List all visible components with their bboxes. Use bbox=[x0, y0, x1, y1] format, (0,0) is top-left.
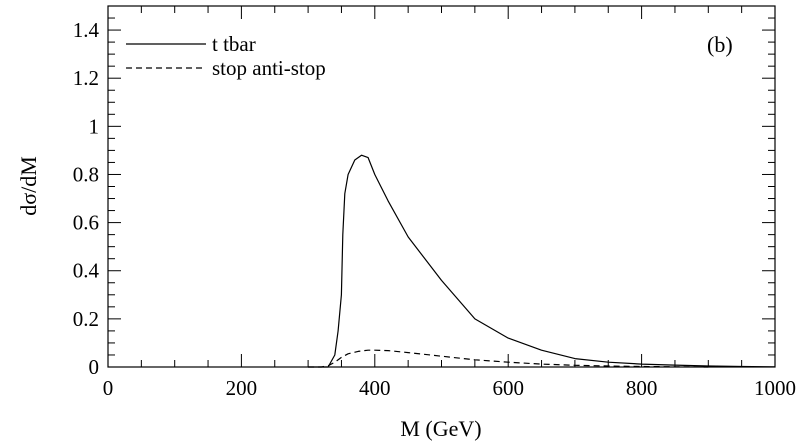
legend-label-stop-anti-stop: stop anti-stop bbox=[212, 56, 326, 80]
y-tick-label: 0.8 bbox=[73, 162, 99, 186]
axis-ticks bbox=[107, 5, 776, 368]
x-tick-label: 200 bbox=[226, 376, 258, 400]
legend-label-t-tbar: t tbar bbox=[212, 32, 256, 56]
series-line-t-tbar bbox=[308, 154, 776, 368]
y-tick-label: 0.2 bbox=[73, 307, 99, 331]
x-tick-label: 600 bbox=[492, 376, 524, 400]
plot-frame bbox=[107, 5, 776, 368]
tick-labels: 0 200 400 600 800 1000 0 0.2 0.4 0.6 0.8 1 1.2 1.4 bbox=[73, 18, 796, 400]
x-tick-label: 400 bbox=[359, 376, 391, 400]
series-lines bbox=[308, 154, 776, 368]
series-line-stop-anti-stop bbox=[308, 349, 709, 368]
x-tick-label: 1000 bbox=[754, 376, 796, 400]
y-tick-label: 1.2 bbox=[73, 66, 99, 90]
x-axis-title: M (GeV) bbox=[400, 416, 481, 441]
y-tick-label: 0.6 bbox=[73, 211, 99, 235]
y-tick-label: 1.4 bbox=[73, 18, 100, 42]
y-axis-title: dσ/dM bbox=[16, 156, 41, 216]
legend: t tbar stop anti-stop bbox=[126, 32, 326, 80]
panel-label: (b) bbox=[707, 32, 733, 57]
y-tick-label: 0 bbox=[89, 355, 100, 379]
y-tick-label: 0.4 bbox=[73, 259, 100, 283]
x-tick-label: 800 bbox=[626, 376, 658, 400]
x-tick-label: 0 bbox=[103, 376, 114, 400]
y-tick-label: 1 bbox=[89, 114, 100, 138]
